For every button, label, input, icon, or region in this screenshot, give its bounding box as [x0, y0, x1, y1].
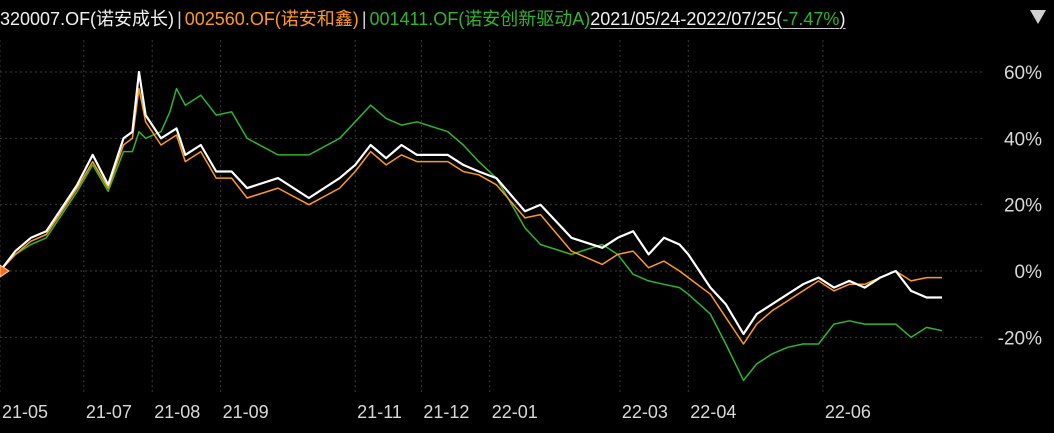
- x-axis: 21-05 21-07 21-08 21-09 21-11 21-12 22-01 22-03…: [2, 402, 871, 422]
- series-line-3[interactable]: [0, 87, 943, 382]
- x-tick-label: 21-09: [223, 402, 269, 422]
- x-tick-label: 22-03: [622, 402, 668, 422]
- legend-series-3[interactable]: 001411.OF(诺安创新驱动A): [369, 9, 591, 29]
- legend-series-1[interactable]: 320007.OF(诺安成长): [0, 9, 175, 29]
- marker-layer: [0, 264, 10, 278]
- x-tick-label: 21-11: [357, 402, 402, 422]
- legend-header: 320007.OF(诺安成长) | 002560.OF(诺安和鑫) | 001411.O…: [0, 0, 1054, 36]
- legend-series-2[interactable]: 002560.OF(诺安和鑫): [184, 9, 359, 29]
- date-range-selector[interactable]: 2021/05/24-2022/07/25(-7.47%): [590, 9, 845, 29]
- y-tick-label: 60%: [1004, 63, 1042, 84]
- y-tick-label: -20%: [998, 328, 1042, 349]
- x-tick-label: 21-05: [2, 402, 48, 422]
- y-axis: 60% 40% 20% 0% -20%: [998, 63, 1042, 349]
- range-close-paren: ): [839, 9, 846, 29]
- date-range-label: 2021/05/24-2022/07/25(: [590, 9, 783, 29]
- x-tick-label: 22-04: [690, 402, 736, 422]
- y-tick-label: 20%: [1004, 196, 1042, 217]
- x-tick-label: 21-08: [154, 402, 200, 422]
- x-tick-label: 22-01: [492, 402, 538, 422]
- series-line-2[interactable]: [0, 87, 942, 345]
- grid-layer: [0, 40, 985, 395]
- x-tick-label: 21-12: [423, 402, 469, 422]
- legend-separator: |: [177, 9, 182, 29]
- range-change-value: -7.47%: [782, 9, 840, 29]
- triangle-down-icon[interactable]: [1030, 10, 1046, 24]
- y-tick-label: 0%: [1015, 262, 1043, 283]
- legend-separator: |: [361, 9, 367, 29]
- y-tick-label: 40%: [1004, 129, 1042, 150]
- series-line-1[interactable]: [0, 70, 942, 336]
- x-tick-label: 22-06: [825, 402, 871, 422]
- series-layer: [0, 70, 943, 382]
- x-tick-label: 21-07: [86, 402, 132, 422]
- orange-arrow-marker-icon: [0, 264, 10, 278]
